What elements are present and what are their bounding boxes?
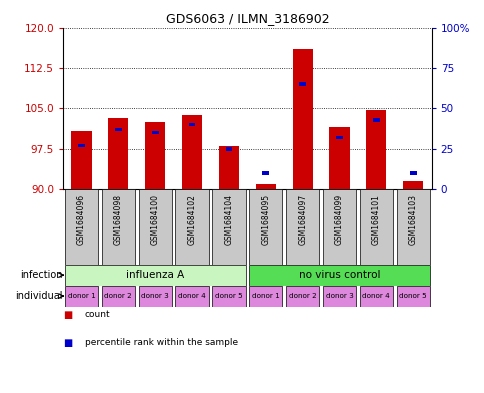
Bar (175, 189, 208, 265)
Bar (102, 189, 135, 265)
Bar (286, 189, 318, 265)
Bar (175, 286, 208, 307)
Text: GSM1684099: GSM1684099 (334, 194, 343, 245)
Bar (329, 127, 349, 189)
Text: influenza A: influenza A (126, 270, 184, 280)
Title: GDS6063 / ILMN_3186902: GDS6063 / ILMN_3186902 (165, 12, 329, 25)
Text: donor 5: donor 5 (398, 293, 426, 299)
Text: no virus control: no virus control (298, 270, 379, 280)
Bar (249, 286, 282, 307)
Bar (151, 131, 158, 134)
Text: donor 4: donor 4 (362, 293, 390, 299)
Text: GSM1684104: GSM1684104 (224, 194, 233, 245)
Bar (255, 184, 275, 189)
Text: donor 3: donor 3 (325, 293, 353, 299)
Bar (138, 189, 171, 265)
Bar (212, 286, 245, 307)
Text: GSM1684103: GSM1684103 (408, 194, 417, 245)
Text: donor 1: donor 1 (251, 293, 279, 299)
Bar (396, 286, 429, 307)
Bar (396, 189, 429, 265)
Text: donor 4: donor 4 (178, 293, 206, 299)
Bar (138, 286, 171, 307)
Bar (71, 131, 91, 189)
Bar (188, 123, 195, 127)
Bar (249, 189, 282, 265)
Text: donor 2: donor 2 (104, 293, 132, 299)
Bar (409, 171, 416, 175)
Bar (225, 147, 232, 151)
Text: ■: ■ (63, 338, 72, 348)
Bar (115, 128, 121, 131)
Text: GSM1684096: GSM1684096 (77, 194, 86, 245)
Bar (65, 189, 98, 265)
Bar (78, 144, 85, 147)
Bar (322, 286, 355, 307)
Bar (102, 286, 135, 307)
Bar (372, 118, 379, 121)
Bar (108, 118, 128, 189)
Text: infection: infection (20, 270, 63, 280)
Bar (359, 189, 392, 265)
Bar (299, 83, 305, 86)
Text: GSM1684101: GSM1684101 (371, 194, 380, 245)
Text: ■: ■ (63, 310, 72, 320)
Text: donor 5: donor 5 (214, 293, 242, 299)
Bar (145, 122, 165, 189)
Bar (65, 265, 245, 286)
Bar (286, 286, 318, 307)
Text: donor 3: donor 3 (141, 293, 169, 299)
Bar (262, 171, 269, 175)
Bar (65, 286, 98, 307)
Bar (249, 265, 429, 286)
Text: GSM1684102: GSM1684102 (187, 194, 196, 245)
Bar (365, 110, 386, 189)
Text: individual: individual (15, 291, 63, 301)
Bar (182, 115, 202, 189)
Bar (335, 136, 342, 139)
Text: donor 1: donor 1 (67, 293, 95, 299)
Text: donor 2: donor 2 (288, 293, 316, 299)
Text: GSM1684097: GSM1684097 (298, 194, 306, 245)
Bar (218, 146, 239, 189)
Bar (292, 49, 312, 189)
Bar (402, 181, 423, 189)
Text: percentile rank within the sample: percentile rank within the sample (85, 338, 238, 347)
Bar (212, 189, 245, 265)
Text: GSM1684100: GSM1684100 (151, 194, 159, 245)
Bar (322, 189, 355, 265)
Text: GSM1684095: GSM1684095 (261, 194, 270, 245)
Text: count: count (85, 310, 110, 320)
Text: GSM1684098: GSM1684098 (114, 194, 122, 245)
Bar (359, 286, 392, 307)
